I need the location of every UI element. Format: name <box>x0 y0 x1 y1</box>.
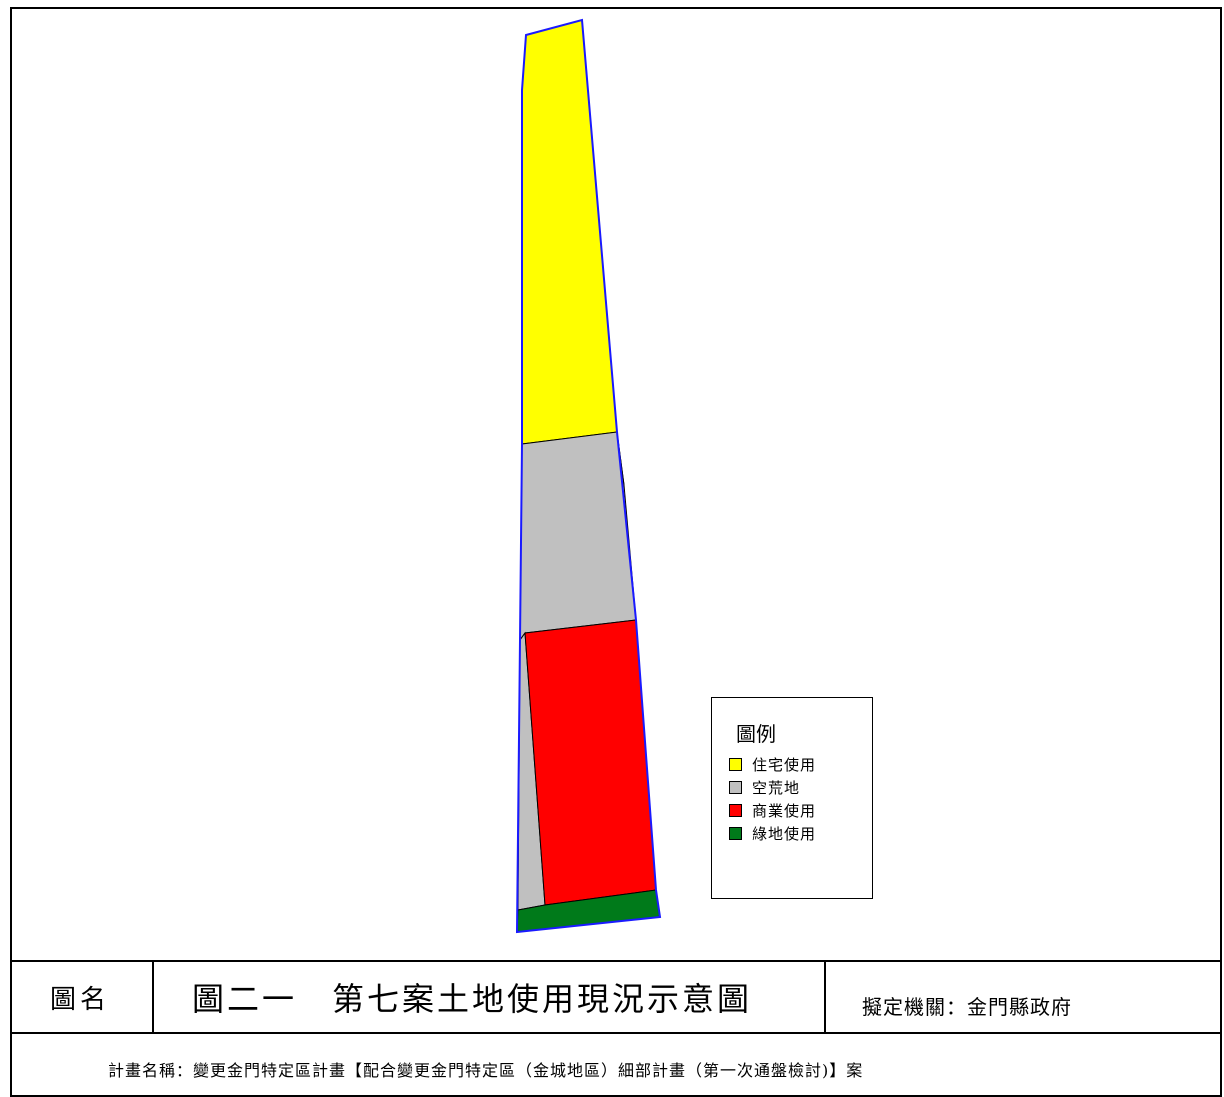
title-block-top-rule <box>10 960 1222 962</box>
legend-items: 住宅使用 空荒地 商業使用 綠地使用 <box>729 753 816 845</box>
parcel-vacant-upper <box>519 431 637 642</box>
map-name-label: 圖名 <box>50 984 111 1015</box>
map-title: 圖二一 第七案土地使用現況示意圖 <box>192 980 753 1018</box>
legend-item-green: 綠地使用 <box>729 822 816 845</box>
legend-box: 圖例 住宅使用 空荒地 商業使用 綠地使用 <box>711 697 873 899</box>
legend-swatch-vacant <box>729 781 742 794</box>
legend-label: 空荒地 <box>752 779 801 797</box>
legend-label: 商業使用 <box>752 802 817 820</box>
legend-item-commercial: 商業使用 <box>729 799 816 822</box>
legend-label: 綠地使用 <box>752 825 817 843</box>
legend-title: 圖例 <box>736 722 776 746</box>
parcel-residential <box>521 19 618 445</box>
title-block: 圖名 圖二一 第七案土地使用現況示意圖 擬定機關：金門縣政府 <box>10 961 1222 1033</box>
legend-item-residential: 住宅使用 <box>729 753 816 776</box>
drafting-agency: 擬定機關：金門縣政府 <box>862 994 1072 1019</box>
legend-swatch-commercial <box>729 804 742 817</box>
legend-swatch-green <box>729 827 742 840</box>
plan-name: 計畫名稱：變更金門特定區計畫【配合變更金門特定區（金城地區）細部計畫（第一次通盤… <box>108 1061 864 1080</box>
title-block-middle-rule <box>10 1032 1222 1034</box>
site-boundary <box>515 18 662 934</box>
parcel-commercial <box>524 619 657 906</box>
legend-label: 住宅使用 <box>752 756 817 774</box>
title-block-divider-2 <box>824 961 826 1033</box>
map-canvas <box>515 18 662 934</box>
map-frame <box>10 7 1222 1097</box>
legend-item-vacant: 空荒地 <box>729 776 816 799</box>
title-block-divider-1 <box>152 961 154 1033</box>
legend-swatch-residential <box>729 758 742 771</box>
